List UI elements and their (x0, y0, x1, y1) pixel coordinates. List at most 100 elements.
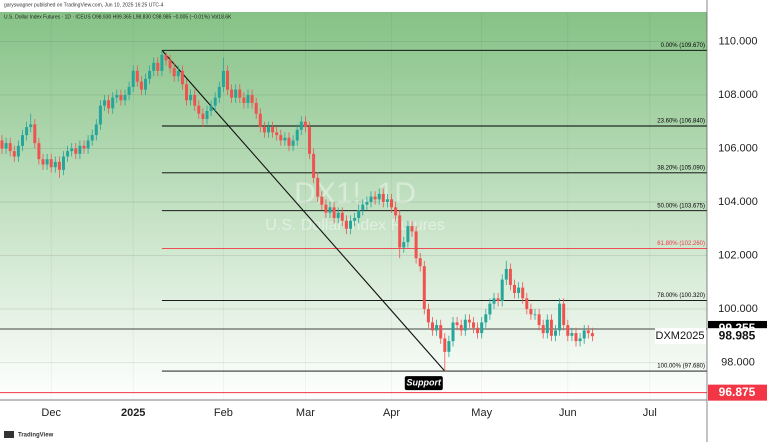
candle-body (135, 70, 139, 82)
logo: TradingView (18, 433, 54, 439)
candle-body (86, 140, 90, 149)
fib-label: 100.00% (97.680) (657, 364, 705, 370)
candle-body (324, 204, 328, 213)
candle-body (541, 325, 545, 334)
candle-body (439, 325, 443, 339)
candle-body (496, 298, 500, 301)
candle-body (57, 161, 61, 170)
candle-body (226, 70, 229, 90)
candle-body (336, 212, 340, 219)
candle-body (308, 127, 311, 154)
candle-body (242, 97, 246, 103)
candle-body (21, 135, 24, 146)
candle-body (357, 210, 361, 219)
candle-body (431, 322, 434, 331)
x-tick-label: 2025 (121, 407, 145, 419)
candle-body (353, 218, 357, 221)
candle-body (139, 81, 143, 90)
candle-body (271, 127, 275, 133)
x-tick-label: Feb (214, 407, 233, 419)
fib-label: 78.00% (100.320) (657, 293, 705, 299)
price-tag-label: 98.985 (719, 328, 756, 342)
candle-body (144, 78, 147, 90)
candle-body (295, 129, 299, 141)
candle-body (455, 322, 459, 326)
candle-body (513, 284, 516, 293)
candle-body (332, 207, 336, 219)
candle-body (521, 287, 525, 299)
fib-label: 23.60% (106.840) (657, 119, 705, 125)
legend-line: U.S. Dollar Index Futures · 1D · ICEUS O… (4, 14, 232, 20)
candle-body (12, 151, 16, 157)
candle-body (529, 309, 533, 315)
candle-body (582, 330, 586, 339)
candle-body (394, 207, 398, 216)
candle-body (41, 159, 45, 165)
candle-body (185, 84, 188, 101)
candle-body (418, 258, 422, 267)
publisher: garyswagner published on TradingView.com… (4, 2, 164, 8)
candle-body (472, 322, 475, 328)
candle-body (246, 94, 250, 103)
candle-body (201, 113, 205, 120)
annotation-box (404, 376, 443, 391)
annotation: Support (407, 377, 442, 387)
candle-body (160, 54, 164, 71)
candle-body (426, 309, 430, 323)
candle-body (373, 196, 377, 200)
logo-icon (4, 431, 14, 438)
fib-label: 50.00% (103.675) (657, 203, 705, 209)
candle-body (480, 322, 484, 334)
candle-body (500, 279, 504, 301)
candle-body (29, 124, 33, 128)
candle-body (554, 330, 557, 336)
candle-body (45, 159, 49, 165)
candle-body (291, 140, 295, 146)
candle-body (451, 322, 455, 342)
candle-body (549, 319, 553, 336)
candle-body (570, 333, 574, 336)
candle-body (349, 220, 352, 229)
candle-body (172, 68, 176, 77)
candle-body (344, 220, 348, 229)
candle-body (414, 231, 418, 259)
y-tick-label: 102.000 (718, 249, 758, 261)
candle-body (53, 161, 57, 168)
candle-body (410, 226, 414, 232)
candle-body (340, 212, 344, 221)
candle-body (283, 137, 287, 141)
candle-body (574, 333, 578, 342)
candle-body (90, 135, 94, 141)
candle-body (70, 148, 74, 152)
candle-body (0, 140, 4, 149)
candle-body (127, 86, 131, 95)
candle-body (197, 105, 201, 114)
y-tick-label: 110.000 (719, 35, 758, 47)
candle-body (365, 201, 369, 205)
candle-body (107, 100, 111, 109)
candle-body (49, 159, 53, 168)
candle-body (537, 314, 541, 326)
y-tick-label: 98.000 (721, 356, 755, 368)
candle-body (213, 97, 217, 106)
candle-body (37, 143, 41, 160)
candle-body (193, 94, 197, 106)
candle-body (62, 156, 65, 170)
candle-body (180, 70, 184, 85)
x-tick-label: Dec (41, 407, 61, 419)
candle-body (115, 94, 119, 98)
candle-body (377, 193, 381, 200)
candle-body (303, 121, 307, 128)
candle-body (111, 97, 115, 109)
candle-body (328, 207, 332, 213)
candle-body (156, 62, 160, 71)
candle-body (16, 145, 20, 157)
candle-body (525, 298, 529, 310)
candle-body (78, 145, 82, 154)
candle-body (209, 105, 213, 112)
candle-body (385, 199, 389, 202)
candle-body (94, 124, 98, 136)
candle-body (205, 111, 209, 120)
candle-body (435, 325, 439, 331)
